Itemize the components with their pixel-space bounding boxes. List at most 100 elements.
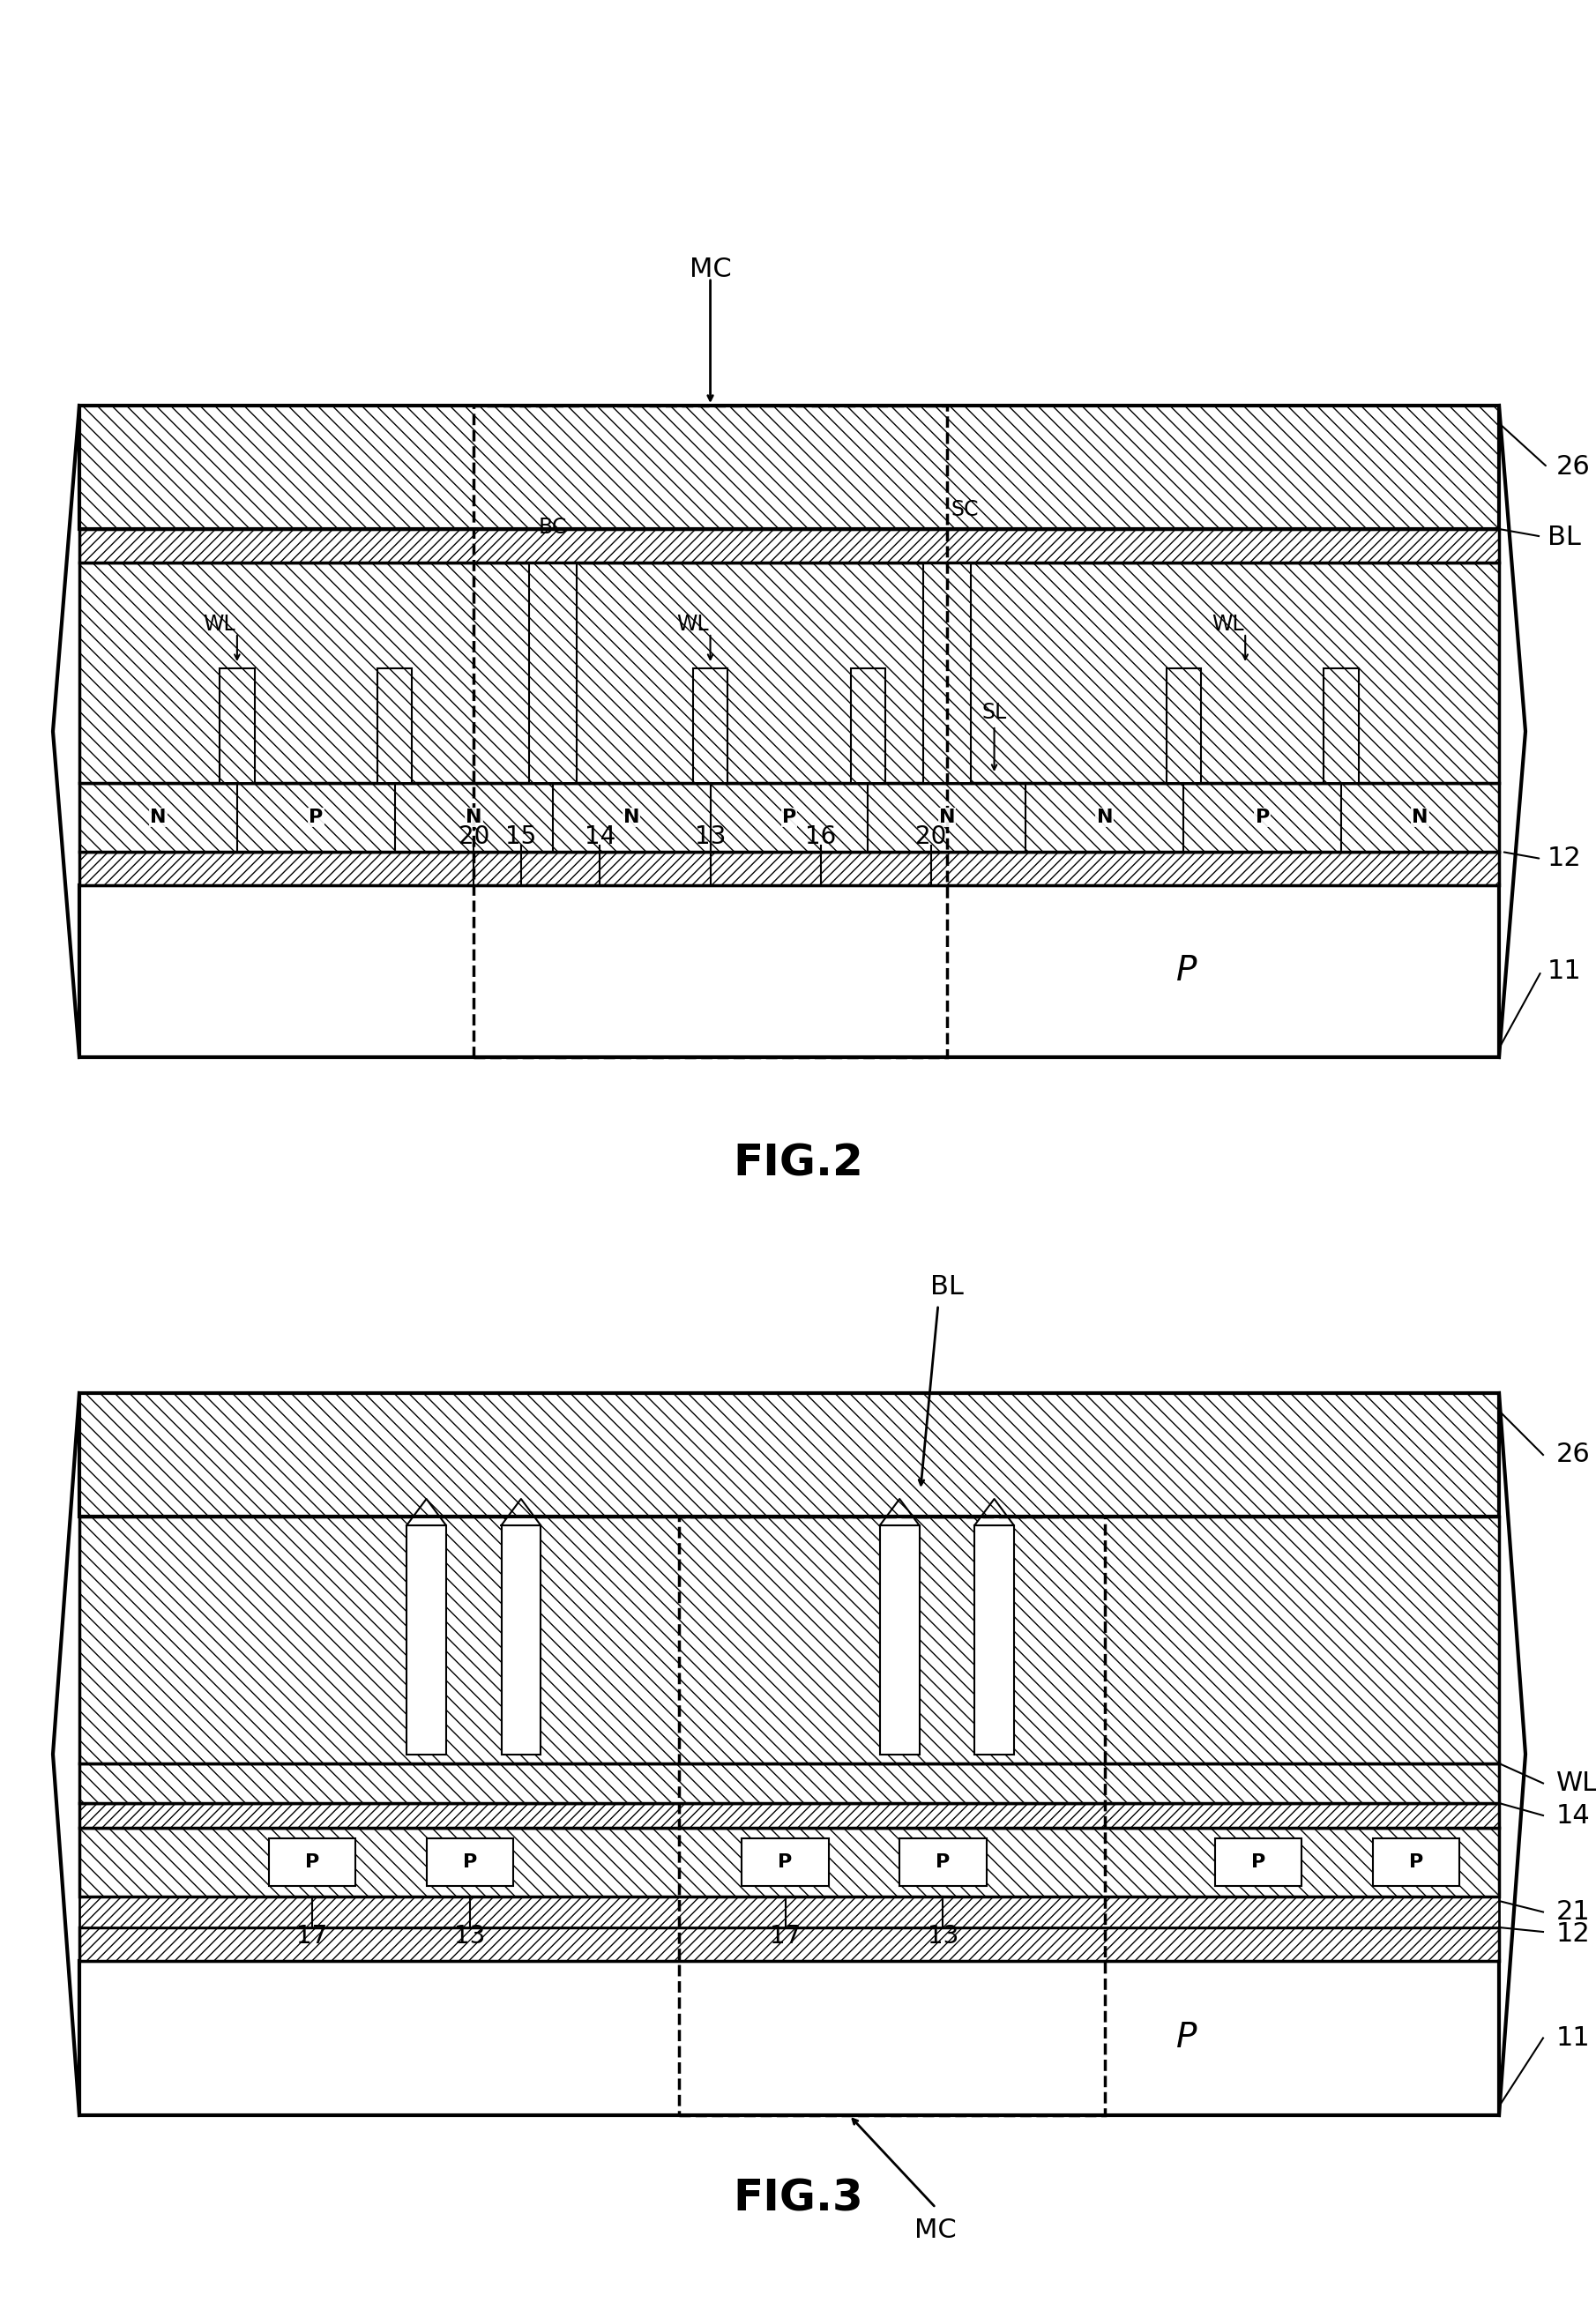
Bar xyxy=(80,1926,1499,1961)
Bar xyxy=(378,774,412,783)
Bar xyxy=(80,1829,1499,1896)
Bar xyxy=(852,670,884,781)
Bar xyxy=(1167,670,1200,781)
Polygon shape xyxy=(975,1500,1013,1525)
Bar xyxy=(693,774,728,783)
Text: P: P xyxy=(1254,809,1269,825)
Bar xyxy=(80,783,1499,851)
Bar xyxy=(528,563,576,783)
Bar xyxy=(80,529,1499,563)
Bar xyxy=(851,774,886,783)
Bar xyxy=(80,406,1499,529)
Text: P: P xyxy=(305,1854,319,1871)
Bar xyxy=(501,1525,541,1755)
Text: N: N xyxy=(624,809,640,825)
Text: WL: WL xyxy=(1211,614,1243,635)
Bar xyxy=(80,1393,1499,1516)
Bar xyxy=(1167,668,1200,783)
Bar xyxy=(1373,1838,1460,1887)
Text: 16: 16 xyxy=(806,825,836,848)
Bar xyxy=(80,851,1499,885)
Text: P: P xyxy=(1409,1854,1424,1871)
Text: WL: WL xyxy=(677,614,709,635)
Bar xyxy=(426,1838,514,1887)
Bar xyxy=(80,1896,1499,1926)
Text: 13: 13 xyxy=(694,825,726,848)
Polygon shape xyxy=(501,1500,541,1525)
Bar xyxy=(407,1525,447,1755)
Text: P: P xyxy=(935,1854,950,1871)
Text: BL: BL xyxy=(1548,526,1582,552)
Bar xyxy=(378,670,412,781)
Text: P: P xyxy=(1251,1854,1266,1871)
Text: 21: 21 xyxy=(1556,1898,1591,1924)
Bar xyxy=(80,563,1499,783)
Bar xyxy=(80,1764,1499,1803)
Text: N: N xyxy=(938,809,954,825)
Bar xyxy=(1325,670,1358,781)
Text: SC: SC xyxy=(951,498,978,519)
Text: 17: 17 xyxy=(769,1924,801,1949)
Text: 20: 20 xyxy=(458,825,490,848)
Bar xyxy=(1167,774,1200,783)
Bar xyxy=(900,1838,986,1887)
Text: BL: BL xyxy=(930,1275,964,1300)
Bar xyxy=(80,1961,1499,2116)
Text: P: P xyxy=(782,809,796,825)
Bar xyxy=(220,774,254,783)
Text: WL: WL xyxy=(1556,1771,1596,1796)
Text: MC: MC xyxy=(915,2216,958,2242)
Polygon shape xyxy=(407,1500,447,1525)
Bar xyxy=(879,1525,919,1755)
Text: P: P xyxy=(779,1854,792,1871)
Bar xyxy=(922,563,970,783)
Text: 15: 15 xyxy=(506,825,536,848)
Text: 26: 26 xyxy=(1556,454,1591,480)
Text: 13: 13 xyxy=(455,1924,485,1949)
Bar xyxy=(80,1516,1499,1764)
Bar xyxy=(1325,668,1358,783)
Text: FIG.3: FIG.3 xyxy=(733,2179,863,2221)
Text: 14: 14 xyxy=(584,825,616,848)
Text: P: P xyxy=(308,809,322,825)
Bar xyxy=(1167,668,1200,783)
Text: P: P xyxy=(1176,2021,1197,2054)
Text: 13: 13 xyxy=(927,1924,959,1949)
Text: 12: 12 xyxy=(1556,1922,1591,1947)
Bar xyxy=(268,1838,356,1887)
Text: 11: 11 xyxy=(1556,2026,1591,2051)
Bar xyxy=(742,1838,828,1887)
Text: SL: SL xyxy=(982,702,1007,723)
Text: FIG.2: FIG.2 xyxy=(733,1143,863,1184)
Text: MC: MC xyxy=(689,255,731,283)
Bar xyxy=(1325,774,1358,783)
Bar xyxy=(220,670,254,781)
Text: BC: BC xyxy=(538,517,567,538)
Text: P: P xyxy=(463,1854,477,1871)
Bar xyxy=(693,668,728,783)
Bar xyxy=(975,1525,1013,1755)
Text: N: N xyxy=(1096,809,1112,825)
Bar xyxy=(694,670,726,781)
Bar xyxy=(851,668,886,783)
Bar xyxy=(693,668,728,783)
Bar xyxy=(678,1516,1104,2116)
Bar xyxy=(80,1803,1499,1829)
Bar xyxy=(220,668,254,783)
Text: 26: 26 xyxy=(1556,1442,1591,1467)
Bar xyxy=(80,885,1499,1057)
Text: N: N xyxy=(150,809,166,825)
Bar xyxy=(474,406,946,1057)
Polygon shape xyxy=(879,1500,919,1525)
Bar xyxy=(220,668,254,783)
Text: P: P xyxy=(1176,955,1197,987)
Text: 14: 14 xyxy=(1556,1803,1591,1829)
Bar xyxy=(378,668,412,783)
Text: 12: 12 xyxy=(1548,846,1582,872)
Bar xyxy=(1215,1838,1302,1887)
Bar xyxy=(378,668,412,783)
Bar xyxy=(1325,668,1358,783)
Text: WL: WL xyxy=(203,614,236,635)
Text: 17: 17 xyxy=(297,1924,327,1949)
Text: N: N xyxy=(466,809,482,825)
